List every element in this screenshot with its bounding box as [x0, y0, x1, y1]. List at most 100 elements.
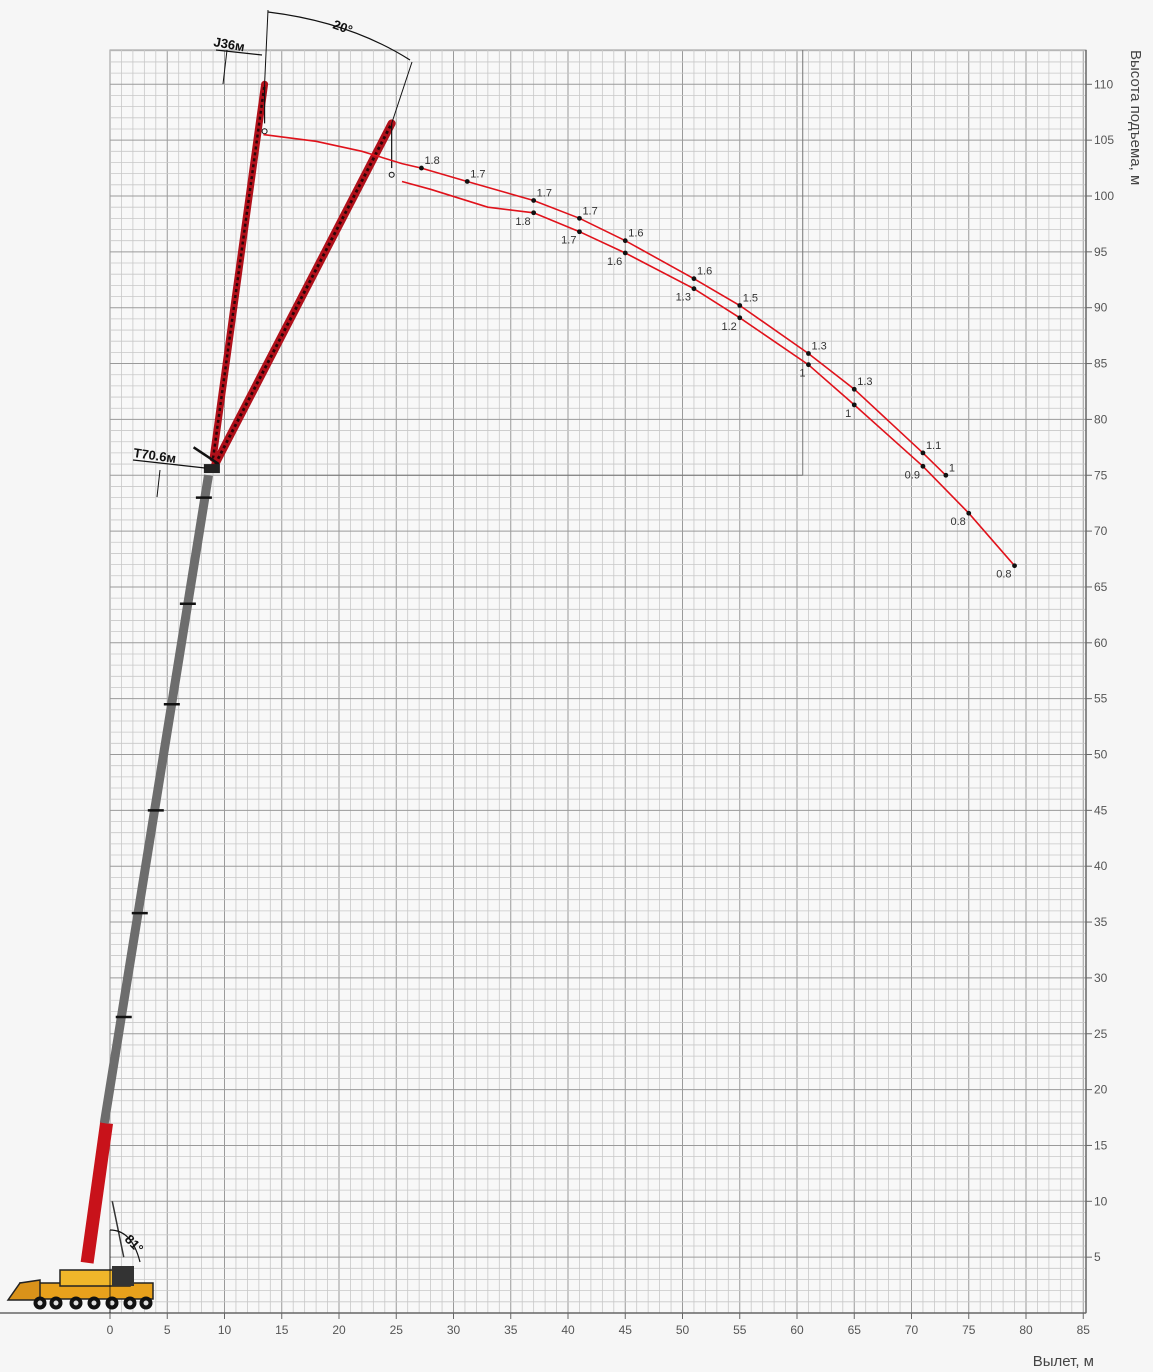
- load-point: [577, 229, 582, 235]
- load-curves: 1.8 1.7 1.7 1.7 1.6 1.6 1.5 1.3 1.3 1.1 1 1.8 1.7 1.6…: [263, 133, 1017, 581]
- crane-cab: [6, 1279, 41, 1301]
- y-tick-label: 45: [1094, 803, 1108, 817]
- y-tick-label: 10: [1094, 1194, 1108, 1208]
- y-tick-label: 20: [1094, 1083, 1108, 1097]
- boom-telescopic-section: [99, 474, 213, 1124]
- crane-wheel-hub: [143, 1300, 149, 1306]
- load-point-label: 1.7: [561, 235, 576, 247]
- crane-counterweight: [112, 1266, 134, 1286]
- load-point: [1012, 563, 1017, 569]
- y-tick-label: 25: [1094, 1027, 1108, 1041]
- load-point-label: 1.7: [537, 187, 552, 199]
- load-point: [691, 276, 697, 282]
- load-point-label: 1.1: [926, 440, 941, 452]
- chart-grid: [109, 49, 1087, 1314]
- load-point: [531, 198, 537, 203]
- load-point: [622, 250, 628, 256]
- x-tick-label: 80: [1019, 1323, 1033, 1337]
- jib-shallow-position-lacing: [214, 122, 393, 465]
- jib-steep-position-lacing: [211, 84, 266, 459]
- jib-angle-arc: [267, 11, 411, 61]
- load-point-label: 1.7: [470, 168, 485, 180]
- y-tick-label: 100: [1094, 189, 1114, 203]
- jib-length-arrow: [222, 49, 228, 85]
- main-boom-arrow: [156, 469, 161, 498]
- x-tick-label: 35: [504, 1323, 518, 1337]
- crane-wheel-hub: [91, 1300, 97, 1306]
- y-tick-label: 90: [1094, 301, 1108, 315]
- load-point-label: 0.8: [996, 569, 1011, 581]
- load-point-label: 1: [949, 462, 955, 474]
- load-point-label: 1: [799, 368, 805, 380]
- jib-angle-label: 20°: [331, 17, 355, 38]
- jib-angle-ref-line: [391, 61, 413, 124]
- crane-illustration: [6, 9, 413, 1313]
- x-tick-label: 75: [962, 1323, 976, 1337]
- y-tick-label: 60: [1094, 636, 1108, 650]
- load-point: [737, 303, 743, 308]
- load-point: [531, 210, 537, 216]
- crane-wheel-hub: [73, 1300, 79, 1306]
- load-point: [806, 362, 811, 368]
- load-point-label: 1.3: [811, 340, 826, 352]
- crane-wheel-hub: [53, 1300, 59, 1306]
- load-point: [691, 286, 697, 292]
- boom-angle-arc: [109, 1229, 141, 1263]
- load-point: [737, 315, 743, 321]
- x-tick-label: 25: [390, 1323, 404, 1337]
- load-point-label: 1: [845, 408, 851, 420]
- load-point-label: 1.2: [721, 321, 736, 333]
- x-tick-label: 55: [733, 1323, 747, 1337]
- y-tick-label: 30: [1094, 971, 1108, 985]
- y-tick-label: 65: [1094, 580, 1108, 594]
- crane-wheel-hub: [109, 1300, 115, 1306]
- load-point-label: 0.9: [905, 469, 920, 481]
- y-tick-label: 50: [1094, 748, 1108, 762]
- x-tick-label: 40: [561, 1323, 575, 1337]
- load-point: [920, 463, 926, 469]
- y-tick-label: 95: [1094, 245, 1108, 259]
- x-tick-label: 60: [790, 1323, 804, 1337]
- load-point-label: 1.3: [857, 376, 872, 388]
- y-tick-label: 80: [1094, 412, 1108, 426]
- y-tick-label: 75: [1094, 468, 1108, 482]
- y-tick-label: 105: [1094, 133, 1114, 147]
- load-point: [851, 386, 857, 392]
- x-tick-label: 45: [619, 1323, 633, 1337]
- load-point-label: 0.8: [950, 516, 965, 528]
- load-point: [851, 402, 857, 408]
- load-point: [577, 215, 582, 221]
- load-point: [920, 450, 926, 456]
- load-point: [464, 179, 470, 184]
- load-point-label: 1.6: [697, 266, 712, 278]
- load-point-label: 1.8: [424, 155, 439, 167]
- y-axis-title: Высота подъема, м: [1127, 50, 1144, 185]
- x-tick-label: 70: [905, 1323, 919, 1337]
- load-point-label: 1.8: [515, 216, 530, 228]
- jib-length-label: J36м: [212, 34, 245, 54]
- jib-head-block: [203, 464, 220, 474]
- x-tick-label: 20: [332, 1323, 346, 1337]
- x-tick-label: 15: [275, 1323, 289, 1337]
- x-tick-label: 85: [1077, 1323, 1091, 1337]
- x-tick-label: 65: [848, 1323, 862, 1337]
- jib-strut: [192, 446, 220, 466]
- hook-shallow: [388, 171, 395, 178]
- crane-wheel-hub: [37, 1300, 43, 1306]
- y-tick-label: 70: [1094, 524, 1108, 538]
- load-point-label: 1.6: [607, 256, 622, 268]
- load-point-label: 1.7: [582, 205, 597, 217]
- hook-steep: [261, 128, 268, 135]
- load-point: [419, 165, 424, 171]
- boom-base-section: [80, 1122, 114, 1264]
- x-tick-label: 5: [164, 1323, 171, 1337]
- load-point-label: 1.5: [743, 292, 758, 304]
- y-tick-label: 40: [1094, 859, 1108, 873]
- y-tick-label: 55: [1094, 692, 1108, 706]
- main-boom-underline: [132, 459, 206, 469]
- y-tick-label: 15: [1094, 1138, 1108, 1152]
- load-point-label: 1.6: [628, 228, 643, 240]
- chart-axes: 0 5 10 15 20 25 30 35 40 45 50 55 60 65 70 75 80 85 5 10 15 2…: [0, 50, 1144, 1370]
